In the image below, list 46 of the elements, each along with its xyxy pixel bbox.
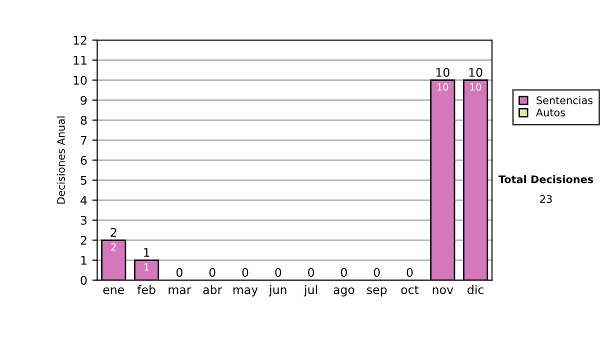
legend-label: Autos xyxy=(536,108,566,116)
y-tick-label: 12 xyxy=(74,36,86,45)
y-tick-label: 3 xyxy=(80,216,87,225)
data-label: 2 xyxy=(111,243,116,251)
total-label: 0 xyxy=(275,268,282,277)
total-label: 0 xyxy=(406,268,413,277)
text: Total Decisiones xyxy=(498,175,594,184)
x-tick-label: jun xyxy=(268,285,286,296)
y-tick-label: 10 xyxy=(74,76,87,85)
x-tick-label: ene xyxy=(103,287,124,294)
y-tick-label: 1 xyxy=(81,256,86,265)
y-tick-label: 8 xyxy=(80,116,87,125)
total-label: 0 xyxy=(176,268,182,277)
data-label: 10 xyxy=(438,83,448,91)
text: 23 xyxy=(540,195,552,203)
y-tick-label: 5 xyxy=(80,176,86,185)
total-label: 10 xyxy=(469,68,482,77)
y-tick-label: 4 xyxy=(80,196,87,205)
y-tick-label: 6 xyxy=(80,156,87,165)
x-tick-label: ago xyxy=(334,287,354,296)
x-tick-label: feb xyxy=(137,285,156,294)
y-tick-label: 7 xyxy=(80,136,86,145)
total-label: 10 xyxy=(436,68,450,77)
y-axis-title: Decisiones Anual xyxy=(56,116,65,204)
x-tick-label: dic xyxy=(468,285,484,294)
y-tick-label: 11 xyxy=(74,56,86,65)
y-tick-label: 2 xyxy=(80,236,86,245)
x-tick-label: abr xyxy=(203,285,222,294)
y-tick-label: 0 xyxy=(80,276,87,285)
x-tick-label: sep xyxy=(367,287,387,296)
total-label: 0 xyxy=(242,268,248,277)
total-label: 2 xyxy=(110,228,116,237)
total-label: 0 xyxy=(374,268,380,277)
total-label: 1 xyxy=(144,248,150,257)
y-tick-label: 9 xyxy=(80,96,87,105)
data-label: 1 xyxy=(144,263,149,271)
x-tick-label: mar xyxy=(168,287,192,294)
total-label: 0 xyxy=(308,268,314,277)
x-tick-label: may xyxy=(233,287,258,296)
x-tick-label: nov xyxy=(432,287,454,294)
x-tick-label: oct xyxy=(401,286,419,294)
data-label: 10 xyxy=(470,83,482,91)
total-label: 0 xyxy=(340,268,347,277)
total-label: 0 xyxy=(209,268,216,277)
legend-label: Sentencias xyxy=(536,96,593,104)
x-tick-label: jul xyxy=(304,285,317,296)
